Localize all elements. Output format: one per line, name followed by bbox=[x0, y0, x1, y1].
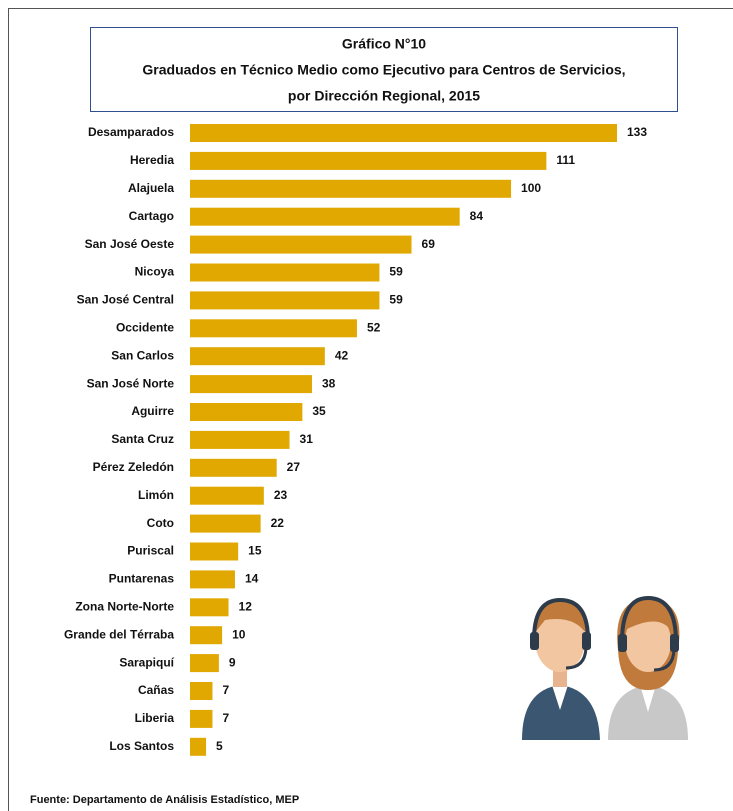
bar bbox=[190, 710, 212, 728]
value-label: 59 bbox=[389, 293, 403, 307]
value-label: 15 bbox=[248, 544, 262, 558]
bar bbox=[190, 570, 235, 588]
value-label: 69 bbox=[422, 237, 436, 251]
chart-title: Graduados en Técnico Medio como Ejecutiv… bbox=[142, 62, 625, 78]
y-tick-label: San Carlos bbox=[111, 348, 174, 362]
y-tick-label: Puriscal bbox=[127, 544, 174, 558]
y-tick-label: Grande del Térraba bbox=[64, 627, 174, 641]
bar bbox=[190, 291, 379, 309]
value-label: 42 bbox=[335, 348, 349, 362]
y-tick-label: Occidente bbox=[116, 320, 174, 334]
bar bbox=[190, 236, 412, 254]
y-tick-label: Sarapiquí bbox=[119, 655, 174, 669]
value-label: 35 bbox=[312, 404, 326, 418]
y-tick-label: Pérez Zeledón bbox=[93, 460, 174, 474]
y-tick-label: Aguirre bbox=[131, 404, 174, 418]
value-label: 22 bbox=[271, 516, 285, 530]
value-label: 31 bbox=[300, 432, 314, 446]
y-tick-label: Santa Cruz bbox=[111, 432, 174, 446]
value-label: 27 bbox=[287, 460, 301, 474]
chart-title: por Dirección Regional, 2015 bbox=[288, 88, 480, 104]
value-label: 84 bbox=[470, 209, 484, 223]
value-label: 111 bbox=[556, 153, 575, 167]
y-tick-label: Cartago bbox=[129, 209, 174, 223]
value-label: 38 bbox=[322, 376, 336, 390]
bar bbox=[190, 515, 261, 533]
source: Fuente: Departamento de Análisis Estadís… bbox=[30, 794, 299, 806]
y-tick-label: Alajuela bbox=[128, 181, 174, 195]
y-tick-label: Los Santos bbox=[109, 739, 174, 753]
bar bbox=[190, 347, 325, 365]
y-tick-label: Coto bbox=[147, 516, 174, 530]
value-label: 100 bbox=[521, 181, 541, 195]
bar bbox=[190, 738, 206, 756]
bar bbox=[190, 375, 312, 393]
bar bbox=[190, 598, 229, 616]
y-tick-label: Heredia bbox=[130, 153, 174, 167]
bar bbox=[190, 459, 277, 477]
value-label: 7 bbox=[222, 711, 229, 725]
bar bbox=[190, 487, 264, 505]
bar bbox=[190, 626, 222, 644]
y-tick-label: Limón bbox=[138, 488, 174, 502]
bar bbox=[190, 682, 212, 700]
bar bbox=[190, 431, 290, 449]
value-label: 52 bbox=[367, 320, 381, 334]
value-label: 14 bbox=[245, 572, 259, 586]
y-tick-label: Cañas bbox=[138, 683, 174, 697]
bar bbox=[190, 319, 357, 337]
y-tick-label: San José Central bbox=[77, 293, 174, 307]
y-tick-label: San José Norte bbox=[87, 376, 175, 390]
y-tick-label: Liberia bbox=[135, 711, 175, 725]
y-tick-label: San José Oeste bbox=[85, 237, 175, 251]
value-label: 10 bbox=[232, 627, 246, 641]
value-label: 9 bbox=[229, 655, 236, 669]
y-tick-label: Nicoya bbox=[135, 265, 175, 279]
bar bbox=[190, 152, 546, 170]
value-label: 59 bbox=[389, 265, 403, 279]
y-tick-label: Zona Norte-Norte bbox=[75, 599, 174, 613]
bar bbox=[190, 180, 511, 198]
value-label: 7 bbox=[222, 683, 229, 697]
chart: Gráfico N°10 Graduados en Técnico Medio … bbox=[0, 0, 733, 811]
y-tick-label: Puntarenas bbox=[109, 572, 175, 586]
chart-title: Gráfico N°10 bbox=[342, 36, 426, 52]
bar bbox=[190, 543, 238, 561]
bar bbox=[190, 654, 219, 672]
bar bbox=[190, 264, 379, 282]
illustration bbox=[522, 598, 688, 740]
value-label: 23 bbox=[274, 488, 288, 502]
value-label: 5 bbox=[216, 739, 223, 753]
value-label: 133 bbox=[627, 125, 647, 139]
bar bbox=[190, 124, 617, 142]
value-label: 12 bbox=[239, 599, 253, 613]
y-tick-label: Desamparados bbox=[88, 125, 174, 139]
bar bbox=[190, 208, 460, 226]
bar bbox=[190, 403, 302, 421]
